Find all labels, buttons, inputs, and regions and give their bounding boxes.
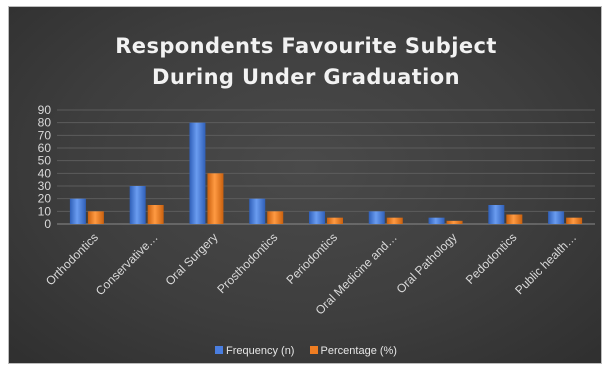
y-tick-label: 20: [38, 192, 52, 206]
legend-swatch-percentage: [309, 346, 318, 354]
chart-title-line-2: During Under Graduation: [152, 65, 460, 89]
y-tick-label: 50: [38, 154, 52, 168]
y-tick-label: 60: [38, 141, 52, 155]
x-tick-label: Prosthodontics: [214, 230, 280, 296]
legend-label-frequency: Frequency (n): [226, 345, 295, 357]
bar-percentage: [327, 217, 343, 224]
x-tick-label: Oral Surgery: [163, 230, 221, 288]
bar-percentage: [147, 205, 164, 224]
legend-swatch-frequency: [215, 346, 223, 354]
legend-label-percentage: Percentage (%): [320, 345, 397, 357]
y-tick-label: 30: [38, 179, 52, 193]
bar-frequency: [309, 211, 325, 224]
y-tick-label: 70: [38, 128, 52, 142]
legend-item-frequency: Frequency (n): [215, 345, 294, 357]
legend: Frequency (n) Percentage (%): [9, 345, 603, 357]
x-tick-label: Orthodontics: [43, 230, 101, 288]
y-tick-label: 0: [44, 217, 51, 231]
bar-percentage: [446, 220, 463, 224]
bar-percentage: [87, 211, 104, 224]
y-tick-label: 80: [38, 116, 52, 130]
bar-frequency: [249, 198, 266, 224]
y-tick-label: 40: [38, 166, 52, 180]
bar-percentage: [566, 217, 583, 224]
bar-frequency: [428, 217, 445, 224]
chart-title: Respondents Favourite Subject During Und…: [9, 31, 603, 93]
bar-frequency: [548, 211, 565, 224]
x-tick-label: Oral Pathology: [394, 230, 460, 296]
legend-item-percentage: Percentage (%): [309, 345, 397, 357]
x-tick-label: Public health…: [512, 230, 579, 297]
bar-percentage: [267, 211, 284, 224]
y-tick-label: 10: [38, 204, 52, 218]
bar-frequency: [69, 198, 86, 224]
bar-frequency: [368, 211, 385, 224]
bar-percentage: [207, 173, 224, 224]
chart-area: Respondents Favourite Subject During Und…: [8, 6, 602, 364]
y-tick-label: 90: [38, 103, 52, 117]
bar-frequency: [129, 186, 146, 224]
x-tick-label: Periodontics: [284, 230, 341, 287]
bar-percentage: [386, 217, 403, 224]
chart-title-line-1: Respondents Favourite Subject: [115, 34, 497, 58]
x-tick-label: Conservative…: [93, 230, 161, 298]
x-tick-label: Pedodontics: [463, 230, 520, 287]
bar-frequency: [488, 205, 505, 224]
bar-percentage: [506, 214, 523, 224]
bar-frequency: [189, 122, 206, 224]
